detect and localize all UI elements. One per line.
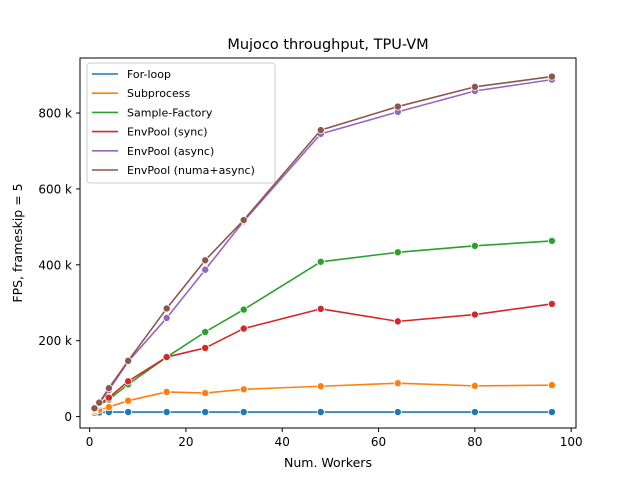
plot-area xyxy=(90,72,556,417)
legend-box xyxy=(86,62,276,184)
data-point xyxy=(470,82,479,91)
y-tick-label: 600 k xyxy=(38,182,72,196)
data-point xyxy=(124,356,133,365)
data-point xyxy=(547,381,556,390)
data-point xyxy=(547,72,556,81)
data-point xyxy=(239,324,248,333)
data-point xyxy=(124,396,133,405)
data-point xyxy=(104,384,113,393)
x-tick-label: 20 xyxy=(178,435,193,449)
data-point xyxy=(470,381,479,390)
data-point xyxy=(162,304,171,313)
data-point xyxy=(95,398,104,407)
data-point xyxy=(547,299,556,308)
data-point xyxy=(162,408,171,417)
data-point xyxy=(470,310,479,319)
data-point xyxy=(470,241,479,250)
x-tick-label: 0 xyxy=(86,435,94,449)
data-point xyxy=(393,102,402,111)
data-point xyxy=(201,256,210,265)
data-point xyxy=(162,387,171,396)
data-point xyxy=(393,408,402,417)
data-point xyxy=(124,408,133,417)
legend-label: Subprocess xyxy=(127,87,190,100)
data-point xyxy=(239,216,248,225)
data-point xyxy=(124,377,133,386)
data-point xyxy=(316,304,325,313)
series-5 xyxy=(90,72,556,413)
legend-label: EnvPool (async) xyxy=(127,145,214,158)
y-axis: 0 200 k 400 k 600 k 800 k xyxy=(38,107,80,424)
data-point xyxy=(201,265,210,274)
legend-label: For-loop xyxy=(127,68,171,81)
data-point xyxy=(547,408,556,417)
legend: For-loop Subprocess Sample-Factory EnvPool … xyxy=(86,62,276,184)
x-axis-label: Num. Workers xyxy=(284,455,372,470)
data-point xyxy=(104,393,113,402)
y-tick-label: 200 k xyxy=(38,334,72,348)
chart-title: Mujoco throughput, TPU-VM xyxy=(227,37,428,53)
y-tick-label: 0 xyxy=(64,410,72,424)
data-point xyxy=(547,236,556,245)
data-point xyxy=(393,317,402,326)
x-tick-label: 100 xyxy=(560,435,583,449)
series-0 xyxy=(90,408,556,417)
y-tick-label: 400 k xyxy=(38,258,72,272)
x-tick-label: 60 xyxy=(371,435,386,449)
legend-label: EnvPool (sync) xyxy=(127,126,208,139)
x-tick-label: 80 xyxy=(467,435,482,449)
legend-label: EnvPool (numa+async) xyxy=(127,164,255,177)
y-tick-label: 800 k xyxy=(38,107,72,121)
data-point xyxy=(316,126,325,135)
x-axis: 0 20 40 60 80 100 xyxy=(86,428,583,449)
data-point xyxy=(201,389,210,398)
data-point xyxy=(162,353,171,362)
data-point xyxy=(239,385,248,394)
y-axis-label: FPS, frameskip = 5 xyxy=(10,183,25,302)
data-point xyxy=(201,327,210,336)
data-point xyxy=(90,404,99,413)
x-tick-label: 40 xyxy=(275,435,290,449)
data-point xyxy=(201,408,210,417)
data-point xyxy=(239,408,248,417)
data-point xyxy=(201,343,210,352)
legend-label: Sample-Factory xyxy=(127,106,213,119)
axes-frame xyxy=(79,57,577,429)
data-point xyxy=(316,408,325,417)
data-point xyxy=(316,382,325,391)
data-point xyxy=(162,313,171,322)
data-point xyxy=(239,305,248,314)
data-point xyxy=(316,257,325,266)
data-point xyxy=(104,403,113,412)
data-point xyxy=(393,248,402,257)
data-point xyxy=(470,408,479,417)
data-point xyxy=(393,379,402,388)
